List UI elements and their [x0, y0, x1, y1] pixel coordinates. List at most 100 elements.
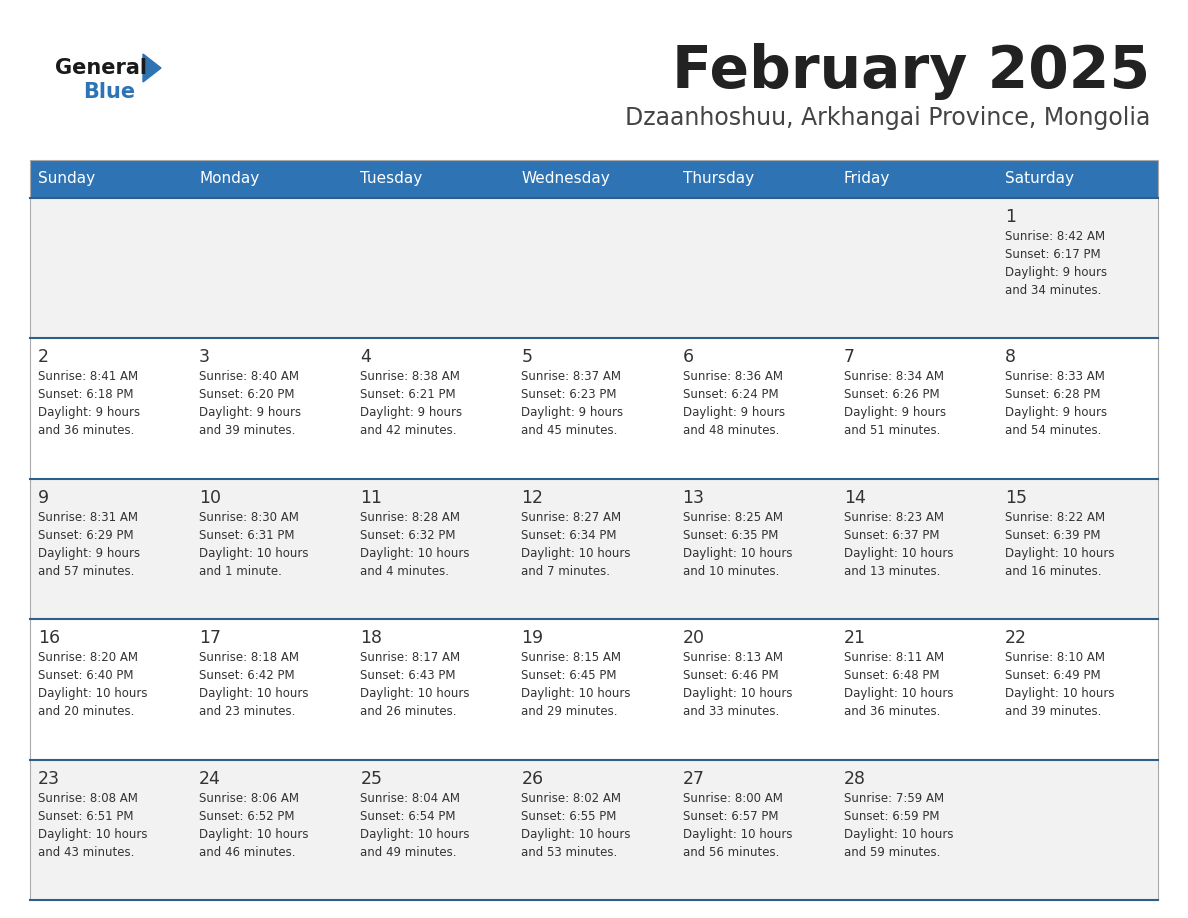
Text: Sunrise: 8:04 AM: Sunrise: 8:04 AM [360, 791, 460, 804]
Text: and 39 minutes.: and 39 minutes. [1005, 705, 1101, 718]
Text: and 56 minutes.: and 56 minutes. [683, 845, 779, 858]
Text: Sunset: 6:32 PM: Sunset: 6:32 PM [360, 529, 456, 542]
Text: Daylight: 10 hours: Daylight: 10 hours [360, 547, 469, 560]
Text: Sunset: 6:26 PM: Sunset: 6:26 PM [843, 388, 940, 401]
Bar [835, 160, 997, 198]
Text: Sunrise: 8:27 AM: Sunrise: 8:27 AM [522, 510, 621, 524]
Text: Daylight: 9 hours: Daylight: 9 hours [1005, 266, 1107, 279]
Text: Daylight: 10 hours: Daylight: 10 hours [1005, 688, 1114, 700]
Bar [835, 339, 997, 479]
Bar [353, 198, 513, 339]
Bar [997, 620, 1158, 759]
Bar [997, 759, 1158, 900]
Text: and 51 minutes.: and 51 minutes. [843, 424, 940, 437]
Text: 21: 21 [843, 629, 866, 647]
Text: Sunset: 6:54 PM: Sunset: 6:54 PM [360, 810, 456, 823]
Text: 5: 5 [522, 349, 532, 366]
Text: Sunrise: 8:00 AM: Sunrise: 8:00 AM [683, 791, 783, 804]
Bar [513, 620, 675, 759]
Text: Saturday: Saturday [1005, 172, 1074, 186]
Text: Blue: Blue [83, 82, 135, 102]
Text: Daylight: 10 hours: Daylight: 10 hours [522, 547, 631, 560]
Text: 15: 15 [1005, 488, 1026, 507]
Text: Daylight: 10 hours: Daylight: 10 hours [38, 828, 147, 841]
Text: Daylight: 10 hours: Daylight: 10 hours [200, 688, 309, 700]
Text: 6: 6 [683, 349, 694, 366]
Bar [353, 160, 513, 198]
Text: Sunset: 6:29 PM: Sunset: 6:29 PM [38, 529, 133, 542]
Bar [30, 160, 1158, 900]
Bar [675, 339, 835, 479]
Bar [835, 620, 997, 759]
Text: 3: 3 [200, 349, 210, 366]
Text: Daylight: 9 hours: Daylight: 9 hours [683, 407, 785, 420]
Text: Daylight: 10 hours: Daylight: 10 hours [1005, 547, 1114, 560]
Text: Sunset: 6:46 PM: Sunset: 6:46 PM [683, 669, 778, 682]
Text: Sunrise: 8:15 AM: Sunrise: 8:15 AM [522, 651, 621, 665]
Text: 20: 20 [683, 629, 704, 647]
Text: Sunrise: 8:33 AM: Sunrise: 8:33 AM [1005, 370, 1105, 384]
Text: 28: 28 [843, 769, 866, 788]
Text: Sunrise: 8:36 AM: Sunrise: 8:36 AM [683, 370, 783, 384]
Text: and 29 minutes.: and 29 minutes. [522, 705, 618, 718]
Text: Sunset: 6:49 PM: Sunset: 6:49 PM [1005, 669, 1100, 682]
Text: Sunset: 6:48 PM: Sunset: 6:48 PM [843, 669, 940, 682]
Text: Sunset: 6:40 PM: Sunset: 6:40 PM [38, 669, 133, 682]
Bar [513, 339, 675, 479]
Text: Sunrise: 7:59 AM: Sunrise: 7:59 AM [843, 791, 943, 804]
Text: Daylight: 9 hours: Daylight: 9 hours [1005, 407, 1107, 420]
Text: General: General [55, 58, 147, 78]
Text: and 54 minutes.: and 54 minutes. [1005, 424, 1101, 437]
Text: and 36 minutes.: and 36 minutes. [38, 424, 134, 437]
Text: and 20 minutes.: and 20 minutes. [38, 705, 134, 718]
Text: Sunrise: 8:10 AM: Sunrise: 8:10 AM [1005, 651, 1105, 665]
Bar [191, 620, 353, 759]
Text: 13: 13 [683, 488, 704, 507]
Text: Daylight: 10 hours: Daylight: 10 hours [360, 688, 469, 700]
Text: Daylight: 9 hours: Daylight: 9 hours [200, 407, 302, 420]
Text: Sunrise: 8:11 AM: Sunrise: 8:11 AM [843, 651, 943, 665]
Bar [675, 479, 835, 620]
Text: Sunset: 6:23 PM: Sunset: 6:23 PM [522, 388, 617, 401]
Text: 23: 23 [38, 769, 61, 788]
Bar [835, 198, 997, 339]
Text: 2: 2 [38, 349, 49, 366]
Bar [191, 759, 353, 900]
Text: Sunset: 6:43 PM: Sunset: 6:43 PM [360, 669, 456, 682]
Text: Daylight: 9 hours: Daylight: 9 hours [38, 547, 140, 560]
Text: 19: 19 [522, 629, 544, 647]
Text: and 57 minutes.: and 57 minutes. [38, 565, 134, 577]
Text: Daylight: 10 hours: Daylight: 10 hours [38, 688, 147, 700]
Text: and 48 minutes.: and 48 minutes. [683, 424, 779, 437]
Bar [675, 620, 835, 759]
Text: Sunset: 6:34 PM: Sunset: 6:34 PM [522, 529, 617, 542]
Text: Daylight: 10 hours: Daylight: 10 hours [683, 828, 792, 841]
Text: Sunset: 6:35 PM: Sunset: 6:35 PM [683, 529, 778, 542]
Text: Sunset: 6:17 PM: Sunset: 6:17 PM [1005, 248, 1100, 261]
Text: Sunset: 6:18 PM: Sunset: 6:18 PM [38, 388, 133, 401]
Text: Daylight: 10 hours: Daylight: 10 hours [360, 828, 469, 841]
Text: Daylight: 10 hours: Daylight: 10 hours [683, 547, 792, 560]
Text: Sunrise: 8:08 AM: Sunrise: 8:08 AM [38, 791, 138, 804]
Text: Sunrise: 8:42 AM: Sunrise: 8:42 AM [1005, 230, 1105, 243]
Text: Wednesday: Wednesday [522, 172, 611, 186]
Text: Sunrise: 8:25 AM: Sunrise: 8:25 AM [683, 510, 783, 524]
Text: Sunrise: 8:31 AM: Sunrise: 8:31 AM [38, 510, 138, 524]
Text: Daylight: 10 hours: Daylight: 10 hours [522, 828, 631, 841]
Text: and 23 minutes.: and 23 minutes. [200, 705, 296, 718]
Text: and 49 minutes.: and 49 minutes. [360, 845, 456, 858]
Text: and 42 minutes.: and 42 minutes. [360, 424, 456, 437]
Text: Tuesday: Tuesday [360, 172, 423, 186]
Bar [997, 198, 1158, 339]
Bar [30, 339, 191, 479]
Text: 1: 1 [1005, 208, 1016, 226]
Text: 18: 18 [360, 629, 383, 647]
Text: 12: 12 [522, 488, 543, 507]
Bar [513, 198, 675, 339]
Text: and 59 minutes.: and 59 minutes. [843, 845, 940, 858]
Bar [30, 620, 191, 759]
Text: 7: 7 [843, 349, 854, 366]
Text: Sunset: 6:42 PM: Sunset: 6:42 PM [200, 669, 295, 682]
Text: Daylight: 9 hours: Daylight: 9 hours [38, 407, 140, 420]
Bar [835, 759, 997, 900]
